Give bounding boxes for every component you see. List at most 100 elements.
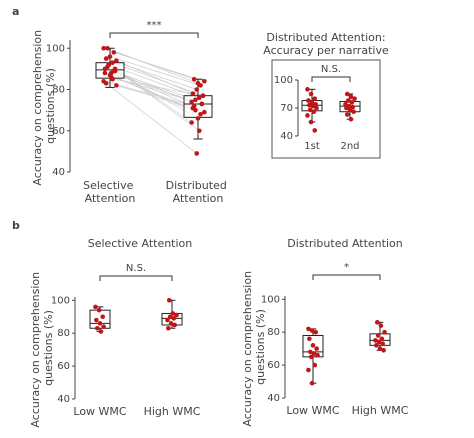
data-point <box>190 105 196 111</box>
data-point <box>96 307 102 313</box>
data-point <box>195 81 201 86</box>
data-point <box>375 333 381 338</box>
pair-line <box>105 83 197 154</box>
data-point <box>98 329 104 334</box>
data-point <box>108 70 114 76</box>
data-point <box>381 347 386 353</box>
pair-line <box>109 56 201 86</box>
data-point <box>376 339 382 345</box>
data-point <box>170 311 176 316</box>
data-point <box>308 91 314 97</box>
y-tick-label: 100 <box>261 294 280 305</box>
data-point <box>168 321 174 326</box>
data-point <box>110 76 115 82</box>
data-point <box>343 101 348 107</box>
data-point <box>102 70 108 76</box>
data-point <box>308 354 314 360</box>
text-line: questions (%) <box>254 309 267 385</box>
data-point <box>382 329 387 335</box>
data-point <box>348 94 354 100</box>
data-point <box>114 58 119 63</box>
data-point <box>348 116 354 122</box>
data-point <box>380 341 386 347</box>
pair-line <box>107 47 199 84</box>
panel-label: b <box>12 219 20 232</box>
data-point <box>305 113 310 118</box>
data-point <box>344 91 350 97</box>
data-point <box>347 107 353 113</box>
data-point <box>306 98 311 103</box>
data-point <box>306 326 311 332</box>
text-line: questions (%) <box>42 310 55 386</box>
data-point <box>306 102 312 108</box>
text-line: Attention <box>173 192 224 205</box>
data-point <box>377 346 383 351</box>
data-point <box>114 83 119 88</box>
data-point <box>349 100 355 105</box>
data-point <box>315 352 320 358</box>
data-point <box>312 128 318 133</box>
data-point <box>196 95 202 101</box>
x-tick-label: 2nd <box>340 141 359 152</box>
data-point <box>308 119 314 125</box>
data-point <box>200 93 206 98</box>
significance-bracket <box>311 76 351 82</box>
x-tick-label: Selective Attention <box>83 179 137 205</box>
x-tick-label: Low WMC <box>286 404 340 417</box>
y-tick-label: 60 <box>57 361 70 372</box>
data-point <box>309 328 315 333</box>
chart-title: Distributed Attention <box>287 237 402 250</box>
data-point <box>112 68 118 74</box>
data-point <box>345 98 351 103</box>
data-point <box>165 317 170 323</box>
data-point <box>97 321 103 326</box>
data-point <box>305 87 310 92</box>
pair-line <box>103 80 195 107</box>
data-point <box>306 367 311 373</box>
text-line: Distributed <box>166 179 231 192</box>
data-point <box>314 346 319 351</box>
data-point <box>103 56 109 61</box>
data-point <box>351 109 356 115</box>
data-point <box>373 338 378 343</box>
data-point <box>191 76 197 82</box>
data-point <box>94 317 99 323</box>
data-point <box>196 128 202 134</box>
data-point <box>311 351 317 356</box>
inset-frame <box>271 59 381 159</box>
y-tick-label: 40 <box>280 131 293 142</box>
data-point <box>312 362 318 368</box>
y-tick-label: 40 <box>52 167 65 178</box>
data-point <box>174 312 179 318</box>
data-point <box>172 322 178 328</box>
significance-label: * <box>344 262 349 273</box>
chart-title: Selective Attention <box>88 237 193 250</box>
y-tick-label: 100 <box>274 75 293 86</box>
data-point <box>93 304 98 310</box>
panel-label: a <box>12 5 19 18</box>
data-point <box>190 91 196 96</box>
data-point <box>352 96 357 101</box>
significance-label: N.S. <box>126 263 146 274</box>
data-point <box>378 323 384 328</box>
data-point <box>111 50 117 55</box>
text-line: Accuracy on comprehension <box>241 267 254 426</box>
pair-line <box>114 68 192 123</box>
data-point <box>307 349 313 355</box>
data-point <box>110 60 115 65</box>
pair-line <box>112 62 204 97</box>
y-axis-label: Accuracy on comprehension questions (%) <box>31 26 57 185</box>
data-point <box>202 78 207 84</box>
data-point <box>105 45 110 51</box>
significance-bracket <box>312 274 381 280</box>
text-line: Selective <box>83 179 137 192</box>
significance-label: N.S. <box>321 64 341 75</box>
data-point <box>106 62 112 68</box>
text-line: Attention <box>85 192 136 205</box>
x-tick-label: High WMC <box>352 404 409 417</box>
data-point <box>107 54 113 59</box>
y-tick-label: 40 <box>57 394 70 405</box>
data-point <box>189 120 194 125</box>
data-point <box>100 314 106 320</box>
data-point <box>198 111 203 117</box>
